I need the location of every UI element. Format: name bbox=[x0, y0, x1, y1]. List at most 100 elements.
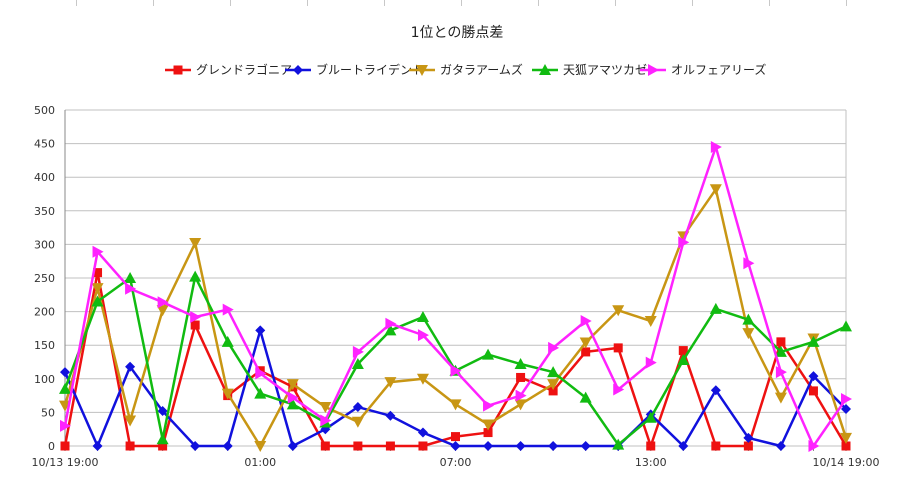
data-point-marker bbox=[644, 411, 657, 423]
data-point-marker bbox=[60, 441, 70, 451]
data-point-marker bbox=[613, 343, 623, 353]
data-point-marker bbox=[351, 416, 364, 428]
data-point-marker bbox=[124, 415, 137, 427]
x-tick-label: 01:00 bbox=[244, 456, 276, 469]
data-point-marker bbox=[580, 315, 592, 328]
data-point-marker bbox=[320, 441, 330, 451]
data-point-marker bbox=[450, 441, 461, 451]
data-point-marker bbox=[190, 310, 202, 323]
legend-label: グレンドラゴニア bbox=[196, 62, 292, 77]
data-point-marker bbox=[92, 441, 103, 451]
data-point-marker bbox=[808, 440, 820, 452]
data-point-marker bbox=[840, 320, 852, 332]
y-tick-label: 450 bbox=[34, 138, 55, 151]
data-point-marker bbox=[677, 353, 690, 365]
data-point-marker bbox=[841, 392, 852, 405]
data-point-marker bbox=[514, 358, 527, 370]
legend-item: 天狐アマツカゼ bbox=[532, 63, 647, 77]
data-point-marker bbox=[385, 410, 396, 421]
data-point-marker bbox=[678, 236, 690, 249]
data-point-marker bbox=[709, 184, 722, 196]
data-point-marker bbox=[221, 335, 234, 347]
data-point-marker bbox=[287, 441, 298, 451]
data-point-marker bbox=[125, 441, 135, 451]
data-point-marker bbox=[157, 406, 168, 417]
data-point-marker bbox=[709, 302, 722, 314]
data-point-marker bbox=[516, 372, 526, 382]
data-point-marker bbox=[190, 320, 200, 330]
data-point-marker bbox=[548, 341, 560, 354]
data-point-marker bbox=[776, 337, 786, 347]
data-point-marker bbox=[287, 391, 299, 404]
data-point-marker bbox=[711, 441, 721, 451]
data-point-marker bbox=[173, 65, 183, 75]
data-point-marker bbox=[222, 303, 234, 316]
data-point-marker bbox=[482, 419, 495, 431]
y-tick-label: 100 bbox=[34, 373, 55, 386]
data-point-marker bbox=[710, 140, 722, 153]
data-point-marker bbox=[156, 433, 169, 445]
data-point-marker bbox=[483, 441, 494, 451]
data-point-marker bbox=[125, 282, 137, 295]
data-point-marker bbox=[254, 441, 267, 452]
legend-item: ブルートライデント bbox=[285, 62, 424, 77]
data-point-marker bbox=[59, 382, 71, 394]
data-point-marker bbox=[286, 379, 299, 391]
data-point-marker bbox=[841, 404, 851, 415]
data-point-marker bbox=[581, 347, 591, 357]
data-point-marker bbox=[352, 345, 364, 358]
data-point-marker bbox=[774, 345, 787, 357]
data-point-marker bbox=[483, 399, 495, 412]
data-point-marker bbox=[841, 441, 851, 451]
data-point-marker bbox=[678, 441, 689, 451]
data-point-marker bbox=[648, 64, 659, 76]
x-tick-label: 10/14 19:00 bbox=[813, 456, 880, 469]
y-tick-label: 0 bbox=[48, 440, 55, 453]
data-point-marker bbox=[254, 387, 267, 399]
y-tick-label: 150 bbox=[34, 339, 55, 352]
series-group bbox=[59, 140, 852, 452]
data-point-marker bbox=[612, 305, 625, 317]
x-axis-ticks: 10/13 19:00 01:00 07:00 13:00 10/14 19:00 bbox=[32, 446, 880, 469]
data-point-marker bbox=[189, 238, 202, 250]
data-point-marker bbox=[92, 245, 104, 258]
data-point-marker bbox=[222, 441, 233, 451]
y-axis-ticks: 0 50 100 150 200 250 300 350 400 450 500 bbox=[34, 104, 55, 453]
x-tick-label: 07:00 bbox=[440, 456, 472, 469]
data-point-marker bbox=[514, 399, 527, 411]
data-point-marker bbox=[807, 335, 820, 347]
y-tick-label: 500 bbox=[34, 104, 55, 117]
data-point-marker bbox=[320, 414, 332, 427]
data-point-marker bbox=[742, 313, 755, 325]
x-tick-label: 10/13 19:00 bbox=[32, 456, 99, 469]
data-point-marker bbox=[743, 432, 754, 443]
data-point-marker bbox=[808, 386, 818, 396]
data-point-marker bbox=[449, 399, 462, 411]
series-line bbox=[63, 275, 847, 446]
data-point-marker bbox=[124, 272, 137, 283]
data-point-marker bbox=[710, 385, 721, 396]
data-point-marker bbox=[416, 65, 428, 76]
data-point-marker bbox=[579, 337, 592, 349]
data-point-marker bbox=[158, 441, 168, 451]
data-point-marker bbox=[515, 389, 527, 402]
series-4 bbox=[59, 270, 852, 450]
data-point-marker bbox=[482, 348, 495, 360]
legend-item: ガタラアームズ bbox=[409, 62, 523, 77]
data-point-marker bbox=[840, 432, 852, 444]
series-5 bbox=[60, 140, 852, 452]
data-point-marker bbox=[319, 402, 332, 414]
data-point-marker bbox=[548, 386, 558, 396]
data-point-marker bbox=[416, 373, 429, 385]
data-point-marker bbox=[742, 328, 755, 340]
series-3 bbox=[59, 184, 852, 452]
x-tick-label: 13:00 bbox=[635, 456, 667, 469]
data-point-marker bbox=[221, 388, 234, 400]
data-point-marker bbox=[60, 419, 71, 432]
data-point-marker bbox=[547, 366, 560, 378]
data-point-marker bbox=[580, 441, 591, 451]
data-point-marker bbox=[774, 392, 787, 404]
data-point-marker bbox=[384, 377, 397, 389]
top-scroll-ticks bbox=[0, 0, 914, 6]
data-point-marker bbox=[352, 402, 363, 413]
